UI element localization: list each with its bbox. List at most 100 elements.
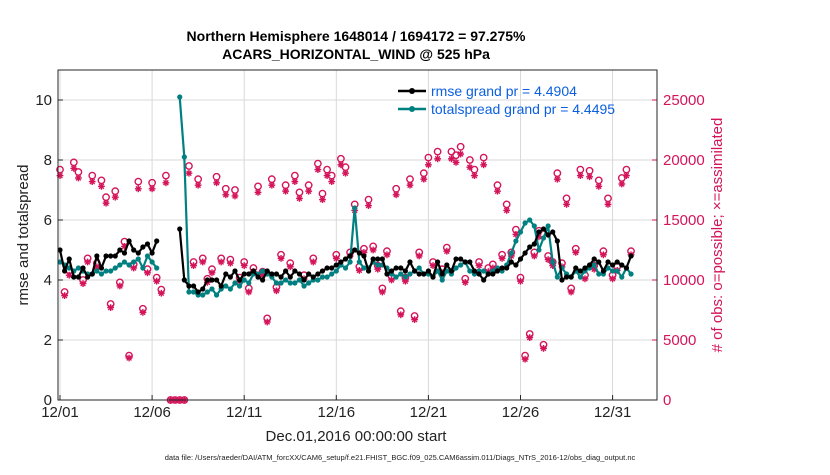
rmse-point (531, 241, 537, 247)
totalspread-point (324, 274, 330, 280)
rmse-point (85, 274, 91, 280)
totalspread-point (550, 259, 556, 265)
totalspread-point (144, 253, 151, 259)
rmse-point (508, 259, 514, 265)
rmse-point (342, 256, 349, 262)
obs-assimilated-marker (397, 311, 405, 319)
totalspread-point (591, 262, 597, 268)
obs-assimilated-marker (355, 267, 363, 274)
rmse-point (628, 253, 634, 259)
obs-assimilated-marker (148, 185, 156, 193)
totalspread-point (204, 289, 210, 295)
rmse-point (559, 277, 565, 283)
totalspread-point (292, 280, 298, 286)
totalspread-point (213, 292, 220, 298)
rmse-point (605, 259, 611, 265)
totalspread-point (287, 280, 293, 286)
obs-assimilated-marker (365, 202, 372, 209)
obs-assimilated-marker (282, 187, 290, 195)
totalspread-point (154, 265, 160, 271)
obs-assimilated-marker (530, 252, 538, 260)
rmse-point (596, 259, 602, 265)
obs-assimilated-marker (581, 275, 589, 283)
rmse-point (112, 253, 118, 259)
obs-assimilated-marker (526, 334, 534, 341)
x-axis-label: Dec.01,2016 00:00:00 start (266, 428, 448, 445)
obs-assimilated-marker (319, 196, 326, 203)
obs-possible-marker (424, 153, 433, 162)
obs-assimilated-marker (194, 181, 202, 189)
y-axis-ticks: 0 2 4 6 8 10 (35, 92, 63, 409)
rmse-point (430, 274, 436, 280)
rmse-point (610, 262, 616, 268)
obs-assimilated-marker (84, 258, 92, 266)
rmse-point (416, 271, 422, 277)
obs-assimilated-marker (111, 193, 119, 201)
obs-assimilated-marker (323, 172, 331, 179)
totalspread-point (181, 154, 187, 160)
totalspread-point (508, 250, 514, 256)
obs-assimilated-marker (79, 280, 87, 287)
totalspread-point (236, 283, 243, 289)
rmse-point (411, 268, 418, 274)
rmse-point (485, 271, 491, 277)
legend-spread-label: totalspread grand pr = 4.4495 (431, 101, 615, 117)
rmse-point (577, 268, 583, 274)
obs-possible-marker (134, 177, 143, 186)
x-tick-label: 12/26 (502, 404, 540, 421)
totalspread-point (186, 289, 192, 295)
totalspread-point (352, 205, 358, 211)
rmse-point (439, 271, 445, 277)
obs-assimilated-marker (420, 175, 428, 183)
y2-tick-label: 5000 (663, 332, 696, 349)
totalspread-point (241, 277, 247, 283)
totalspread-point (232, 280, 238, 286)
y2-tick-label: 15000 (663, 212, 705, 229)
obs-assimilated-marker (263, 318, 271, 326)
rmse-point (57, 247, 63, 253)
x-axis-ticks: 12/01 12/06 12/11 12/16 12/21 12/26 12/31 (41, 395, 631, 421)
totalspread-point (131, 259, 137, 265)
totalspread-point (98, 271, 105, 277)
obs-assimilated-marker (268, 181, 276, 189)
obs-assimilated-marker (61, 292, 69, 299)
rmse-point (582, 265, 588, 271)
obs-assimilated-marker (401, 277, 409, 285)
rmse-point (209, 277, 215, 283)
rmse-point (310, 274, 316, 280)
obs-assimilated-marker (480, 161, 488, 169)
obs-assimilated-marker (134, 185, 142, 193)
totalspread-point (402, 274, 408, 280)
y-tick-label: 4 (44, 272, 52, 289)
totalspread-point (209, 286, 215, 292)
rmse-point (283, 268, 289, 274)
rmse-point (149, 250, 155, 256)
obs-assimilated-marker (567, 288, 575, 296)
rmse-point (338, 259, 344, 265)
totalspread-point (260, 268, 266, 274)
rmse-point (200, 286, 206, 292)
rmse-point (75, 274, 82, 280)
y2-axis-ticks: 0 5000 10000 15000 20000 25000 (652, 92, 705, 409)
rmse-point (471, 268, 478, 274)
obs-assimilated-marker (434, 155, 442, 163)
rmse-point (444, 262, 450, 268)
rmse-point (329, 265, 335, 271)
rmse-point (296, 271, 303, 277)
obs-assimilated-marker (217, 258, 225, 266)
totalspread-point (614, 268, 620, 274)
totalspread-point (439, 277, 445, 283)
totalspread-point (94, 268, 100, 274)
obs-assimilated-marker (466, 163, 474, 171)
obs-assimilated-marker (162, 179, 170, 187)
rmse-point (494, 268, 501, 274)
obs-assimilated-marker (296, 195, 303, 202)
rmse-point (407, 259, 413, 265)
obs-assimilated-marker (503, 207, 511, 214)
rmse-point (315, 271, 321, 277)
x-tick-label: 12/11 (226, 404, 262, 421)
obs-assimilated-marker (595, 183, 603, 190)
totalspread-point (545, 223, 551, 229)
obs-assimilated-marker (572, 249, 580, 256)
obs-assimilated-marker (328, 178, 336, 185)
